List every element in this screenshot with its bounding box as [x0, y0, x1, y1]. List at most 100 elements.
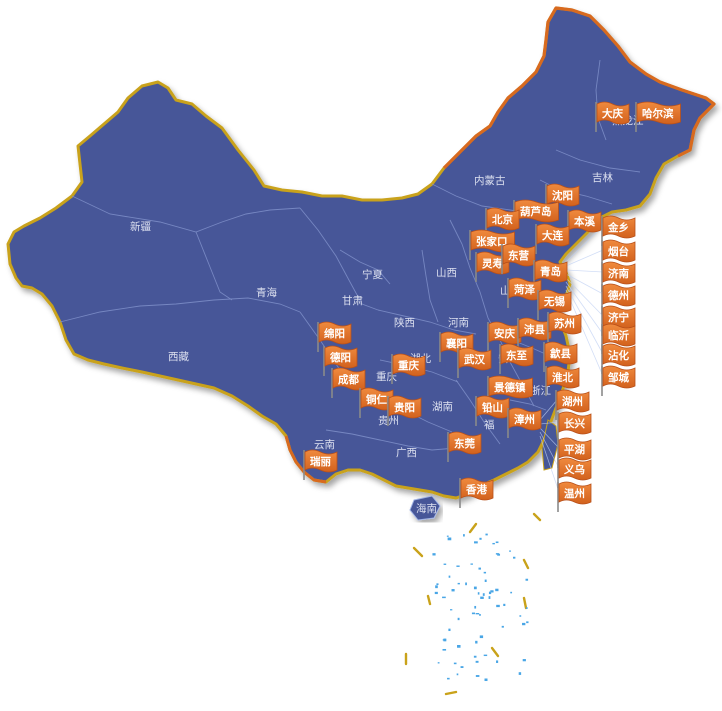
island-dot — [437, 662, 440, 664]
city-flag: 德州 — [601, 283, 636, 314]
city-label: 灵寿 — [481, 257, 503, 270]
island-dot — [436, 583, 439, 586]
leader-line — [565, 285, 604, 355]
flag-banner — [500, 343, 534, 367]
island-dot — [447, 677, 450, 680]
city-flag: 本溪 — [567, 209, 602, 240]
leader-line — [565, 273, 604, 295]
city-label: 苏州 — [554, 317, 575, 330]
city-flag: 济南 — [601, 261, 636, 292]
city-flag: 重庆 — [391, 353, 426, 384]
flag-banner — [602, 215, 636, 239]
island-dot — [473, 655, 477, 658]
leader-line — [565, 225, 604, 263]
city-flag: 东莞 — [447, 431, 482, 462]
island-dot — [450, 609, 453, 611]
city-flag: 东营 — [501, 243, 536, 274]
region-label: 青海 — [256, 286, 277, 299]
city-flag: 武汉 — [457, 347, 492, 378]
flag-banner — [558, 481, 592, 505]
boundary-dash — [412, 546, 424, 558]
island-dot — [480, 596, 484, 599]
leader-line — [565, 269, 604, 273]
city-flag: 平湖 — [557, 437, 592, 468]
city-label: 成都 — [338, 373, 359, 386]
city-label: 淮北 — [552, 371, 573, 384]
city-flag: 葫芦岛 — [513, 199, 559, 230]
city-label: 绵阳 — [324, 327, 345, 340]
region-label: 云南 — [314, 438, 335, 451]
island-dot — [503, 603, 506, 607]
region-label: 西藏 — [168, 351, 189, 363]
boundary-dash — [426, 594, 432, 606]
city-flag: 景德镇 — [487, 375, 533, 406]
city-flag: 德阳 — [323, 345, 358, 376]
flag-banner — [536, 223, 570, 247]
island-dot — [519, 615, 522, 617]
flag-banner — [602, 323, 636, 347]
island-dot — [432, 553, 436, 556]
flag-banner — [548, 311, 582, 335]
island-dot — [488, 596, 491, 599]
island-dot — [443, 563, 447, 565]
island-dot — [435, 585, 438, 589]
island-dot — [525, 607, 528, 609]
city-flag: 贵阳 — [387, 395, 422, 426]
city-label: 青岛 — [540, 265, 561, 278]
city-flag: 东至 — [499, 343, 534, 374]
island-dot — [471, 612, 476, 615]
region-label: 福 — [484, 418, 495, 431]
island-dot — [457, 582, 460, 585]
city-label: 大连 — [542, 229, 563, 242]
island-dot — [482, 593, 485, 596]
island-dot — [522, 659, 526, 662]
leader-line — [565, 249, 604, 267]
north-east-border — [442, 6, 716, 170]
flag-banner — [546, 365, 580, 389]
city-label: 本溪 — [574, 215, 595, 228]
island-dot — [475, 640, 478, 644]
leader-line — [539, 435, 560, 493]
flag-banner — [568, 209, 602, 233]
island-dot — [475, 660, 479, 663]
flag-banner — [534, 259, 568, 283]
island-dot — [509, 550, 512, 552]
island-dot — [457, 617, 460, 621]
city-label: 张家口 — [476, 235, 508, 248]
island-dot — [496, 604, 500, 608]
region-label: 湖南 — [432, 400, 453, 413]
island-dot — [451, 589, 455, 592]
city-label: 温州 — [564, 487, 585, 500]
flag-banner — [602, 365, 636, 389]
city-label: 义乌 — [563, 463, 585, 476]
island-dot — [474, 605, 477, 609]
city-flag: 绵阳 — [317, 321, 352, 352]
boundary-dash — [522, 596, 528, 610]
city-label: 景德镇 — [493, 381, 526, 394]
flag-banner — [460, 477, 494, 501]
leader-line — [539, 427, 560, 449]
flag-banner — [332, 367, 366, 391]
island-dot — [442, 648, 447, 651]
city-label: 铜仁 — [366, 393, 387, 406]
island-dot — [475, 675, 480, 677]
island-dot — [526, 621, 529, 624]
flag-banner — [458, 347, 492, 371]
city-label: 歙县 — [549, 347, 571, 360]
island-dot — [446, 535, 449, 537]
city-label: 沾化 — [608, 349, 629, 362]
city-flag: 歙县 — [543, 341, 578, 372]
island-dot — [478, 567, 481, 570]
boundary-dash — [444, 690, 458, 696]
city-label: 北京 — [492, 213, 513, 226]
city-flag: 济宁 — [601, 305, 636, 336]
island-dot — [474, 541, 478, 544]
island-dot — [442, 596, 446, 599]
island-dot — [513, 556, 516, 559]
region-label: 广西 — [396, 447, 417, 459]
flag-banner — [546, 183, 580, 207]
island-dot — [447, 537, 452, 541]
region-label: 海南 — [416, 502, 437, 515]
island-dot — [453, 662, 457, 665]
